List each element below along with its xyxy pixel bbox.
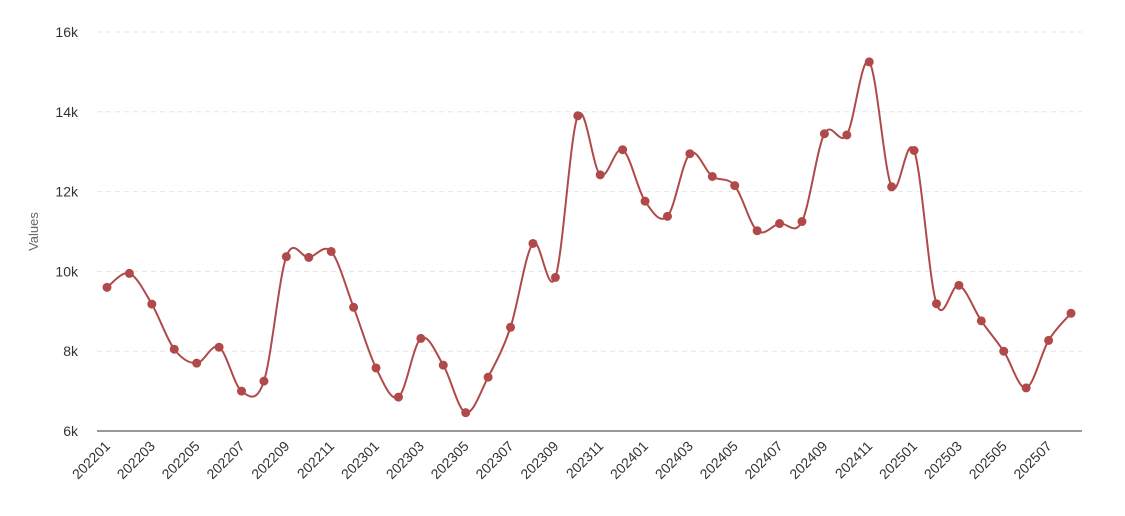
data-point[interactable] [102, 282, 112, 292]
data-point[interactable] [909, 146, 919, 156]
data-point[interactable] [662, 211, 672, 221]
data-point[interactable] [124, 268, 134, 278]
data-point[interactable] [214, 342, 224, 352]
data-point[interactable] [1066, 308, 1076, 318]
data-point[interactable] [461, 408, 471, 418]
data-point[interactable] [752, 226, 762, 236]
data-point[interactable] [887, 182, 897, 192]
data-point[interactable] [192, 358, 202, 368]
data-point[interactable] [393, 392, 403, 402]
gridlines [97, 31, 1082, 352]
y-tick-label: 14k [55, 104, 79, 120]
data-point[interactable] [304, 252, 314, 262]
data-point[interactable] [640, 196, 650, 206]
x-tick-label: 202505 [966, 438, 1010, 482]
data-point[interactable] [550, 272, 560, 282]
data-point[interactable] [147, 299, 157, 309]
data-point[interactable] [349, 302, 359, 312]
x-tick-label: 202311 [563, 438, 607, 482]
y-tick-label: 8k [63, 343, 79, 359]
data-point[interactable] [259, 376, 269, 386]
y-axis-tick-labels: 6k 8k 10k 12k 14k 16k [55, 24, 79, 439]
x-tick-label: 202507 [1010, 438, 1054, 482]
series-layer [102, 57, 1076, 418]
data-point[interactable] [1021, 383, 1031, 393]
x-tick-label: 202309 [517, 438, 561, 482]
data-point[interactable] [931, 299, 941, 309]
x-tick-label: 202503 [921, 438, 965, 482]
x-tick-label: 202303 [383, 438, 427, 482]
data-point[interactable] [281, 252, 291, 262]
data-point[interactable] [326, 246, 336, 256]
x-tick-label: 202409 [786, 438, 830, 482]
data-point[interactable] [371, 363, 381, 373]
x-tick-label: 202201 [69, 438, 113, 482]
x-axis-tick-labels: 202201 202203 202205 202207 202209 202211 2023… [69, 438, 1055, 482]
data-point[interactable] [819, 129, 829, 139]
data-point[interactable] [595, 170, 605, 180]
y-axis-title: Values [26, 212, 41, 251]
data-point[interactable] [954, 280, 964, 290]
data-point[interactable] [797, 217, 807, 227]
data-point[interactable] [1044, 335, 1054, 345]
x-tick-label: 202205 [158, 438, 202, 482]
x-tick-label: 202211 [294, 438, 338, 482]
data-point[interactable] [618, 145, 628, 155]
x-tick-label: 202301 [338, 438, 382, 482]
data-point[interactable] [416, 333, 426, 343]
data-point[interactable] [438, 360, 448, 370]
data-point[interactable] [483, 372, 493, 382]
x-tick-label: 202307 [472, 438, 516, 482]
x-tick-label: 202407 [741, 438, 785, 482]
data-point[interactable] [237, 386, 247, 396]
data-point[interactable] [685, 149, 695, 159]
data-point[interactable] [169, 344, 179, 354]
x-tick-label: 202305 [427, 438, 471, 482]
x-tick-label: 202207 [203, 438, 247, 482]
data-point[interactable] [842, 130, 852, 140]
data-point[interactable] [573, 111, 583, 121]
y-tick-label: 10k [55, 263, 79, 279]
x-tick-label: 202411 [832, 438, 876, 482]
data-point[interactable] [707, 171, 717, 181]
y-tick-label: 6k [63, 423, 79, 439]
data-point[interactable] [976, 316, 986, 326]
y-tick-label: 16k [55, 24, 79, 40]
data-point[interactable] [506, 322, 516, 332]
data-point[interactable] [999, 346, 1009, 356]
x-tick-label: 202401 [607, 438, 651, 482]
x-tick-label: 202403 [652, 438, 696, 482]
x-tick-label: 202405 [696, 438, 740, 482]
x-tick-label: 202501 [876, 438, 920, 482]
y-tick-label: 12k [55, 184, 79, 200]
data-point[interactable] [775, 219, 785, 229]
x-tick-label: 202203 [114, 438, 158, 482]
series-line [106, 60, 1072, 414]
data-point[interactable] [864, 57, 874, 67]
data-point[interactable] [730, 181, 740, 191]
data-point[interactable] [528, 238, 538, 248]
x-tick-label: 202209 [248, 438, 292, 482]
